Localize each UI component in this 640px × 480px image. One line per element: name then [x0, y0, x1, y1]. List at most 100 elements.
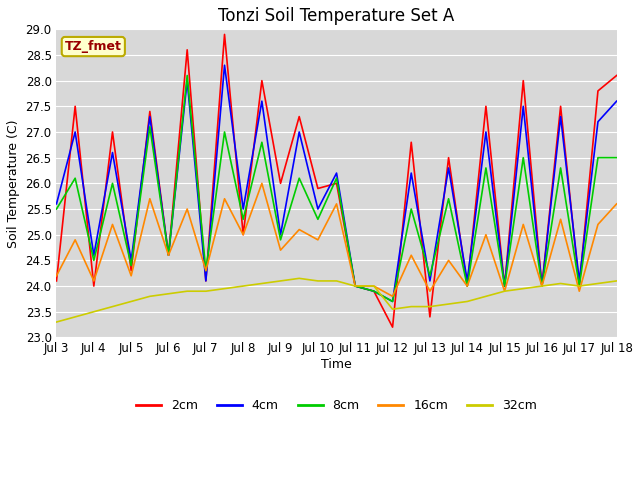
- 8cm: [482, 165, 490, 171]
- 16cm: [463, 283, 471, 289]
- 4cm: [426, 278, 434, 284]
- 32cm: [90, 309, 98, 314]
- 2cm: [445, 155, 452, 160]
- 4cm: [520, 103, 527, 109]
- 16cm: [164, 252, 172, 258]
- 8cm: [109, 180, 116, 186]
- 4cm: [370, 288, 378, 294]
- 8cm: [500, 283, 508, 289]
- 8cm: [183, 72, 191, 78]
- Title: Tonzi Soil Temperature Set A: Tonzi Soil Temperature Set A: [218, 7, 454, 25]
- 2cm: [146, 108, 154, 114]
- 16cm: [239, 232, 247, 238]
- 16cm: [408, 252, 415, 258]
- 32cm: [71, 314, 79, 320]
- 4cm: [239, 206, 247, 212]
- 16cm: [71, 237, 79, 243]
- 8cm: [314, 216, 322, 222]
- 4cm: [388, 299, 396, 304]
- 4cm: [146, 114, 154, 120]
- 2cm: [594, 88, 602, 94]
- 2cm: [612, 72, 620, 78]
- Text: TZ_fmet: TZ_fmet: [65, 40, 122, 53]
- 16cm: [426, 288, 434, 294]
- 8cm: [388, 299, 396, 304]
- Line: 16cm: 16cm: [56, 183, 616, 296]
- 8cm: [575, 283, 583, 289]
- 8cm: [594, 155, 602, 160]
- Line: 4cm: 4cm: [56, 65, 616, 301]
- 4cm: [500, 283, 508, 289]
- 8cm: [164, 252, 172, 258]
- 4cm: [109, 150, 116, 156]
- 16cm: [109, 222, 116, 228]
- 32cm: [370, 283, 378, 289]
- 8cm: [90, 257, 98, 263]
- 16cm: [296, 227, 303, 232]
- 16cm: [520, 222, 527, 228]
- 32cm: [594, 281, 602, 287]
- 32cm: [202, 288, 210, 294]
- 2cm: [183, 47, 191, 53]
- 2cm: [164, 252, 172, 258]
- 16cm: [557, 216, 564, 222]
- 4cm: [71, 129, 79, 135]
- 32cm: [183, 288, 191, 294]
- 32cm: [333, 278, 340, 284]
- 8cm: [445, 196, 452, 202]
- 8cm: [221, 129, 228, 135]
- 2cm: [314, 186, 322, 192]
- 8cm: [520, 155, 527, 160]
- 32cm: [146, 293, 154, 299]
- 4cm: [482, 129, 490, 135]
- 2cm: [575, 283, 583, 289]
- 2cm: [71, 103, 79, 109]
- 2cm: [426, 314, 434, 320]
- 4cm: [538, 283, 546, 289]
- 2cm: [482, 103, 490, 109]
- 32cm: [463, 299, 471, 304]
- 32cm: [520, 286, 527, 291]
- 16cm: [445, 257, 452, 263]
- 2cm: [333, 180, 340, 186]
- 16cm: [538, 283, 546, 289]
- 32cm: [314, 278, 322, 284]
- Legend: 2cm, 4cm, 8cm, 16cm, 32cm: 2cm, 4cm, 8cm, 16cm, 32cm: [131, 395, 542, 418]
- 2cm: [202, 278, 210, 284]
- 16cm: [351, 283, 359, 289]
- 2cm: [109, 129, 116, 135]
- 32cm: [426, 304, 434, 310]
- 2cm: [239, 232, 247, 238]
- 2cm: [258, 78, 266, 84]
- Y-axis label: Soil Temperature (C): Soil Temperature (C): [7, 119, 20, 248]
- 32cm: [612, 278, 620, 284]
- 16cm: [258, 180, 266, 186]
- 4cm: [557, 114, 564, 120]
- 32cm: [388, 306, 396, 312]
- 4cm: [90, 252, 98, 258]
- 8cm: [408, 206, 415, 212]
- 2cm: [370, 288, 378, 294]
- 8cm: [557, 165, 564, 171]
- 16cm: [575, 288, 583, 294]
- 16cm: [90, 278, 98, 284]
- 8cm: [239, 216, 247, 222]
- 8cm: [612, 155, 620, 160]
- 32cm: [538, 283, 546, 289]
- 16cm: [202, 268, 210, 274]
- 8cm: [71, 175, 79, 181]
- 2cm: [557, 103, 564, 109]
- 16cm: [183, 206, 191, 212]
- 32cm: [258, 281, 266, 287]
- 8cm: [463, 283, 471, 289]
- 32cm: [239, 283, 247, 289]
- 4cm: [127, 257, 135, 263]
- 8cm: [296, 175, 303, 181]
- 4cm: [52, 201, 60, 207]
- 4cm: [575, 278, 583, 284]
- 2cm: [296, 114, 303, 120]
- 8cm: [426, 273, 434, 279]
- Line: 32cm: 32cm: [56, 278, 616, 322]
- 2cm: [388, 324, 396, 330]
- 32cm: [296, 276, 303, 281]
